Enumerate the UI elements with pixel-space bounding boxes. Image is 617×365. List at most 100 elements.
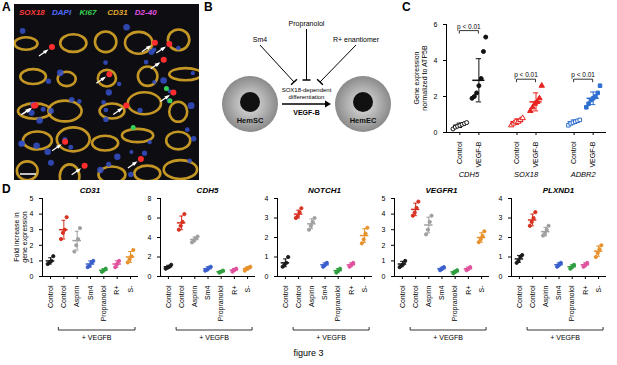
svg-text:2: 2 xyxy=(148,253,152,260)
svg-text:4: 4 xyxy=(382,210,386,217)
svg-text:4: 4 xyxy=(265,195,269,202)
svg-text:2: 2 xyxy=(434,93,438,100)
svg-text:4: 4 xyxy=(499,195,503,202)
svg-text:R+: R+ xyxy=(582,286,589,295)
svg-text:2: 2 xyxy=(30,242,34,249)
svg-text:R+: R+ xyxy=(348,286,355,295)
svg-text:PLXND1: PLXND1 xyxy=(543,186,575,195)
svg-text:Propranolol: Propranolol xyxy=(217,285,225,321)
svg-text:Aspirin: Aspirin xyxy=(425,285,433,307)
svg-text:+ VEGFB: + VEGFB xyxy=(199,334,229,341)
svg-text:4: 4 xyxy=(434,57,438,64)
svg-text:S-: S- xyxy=(595,285,602,293)
svg-text:Gene expression: Gene expression xyxy=(413,51,421,104)
svg-text:VEGF-B: VEGF-B xyxy=(293,109,319,116)
svg-text:SOX18: SOX18 xyxy=(514,170,539,179)
svg-text:gene expression: gene expression xyxy=(21,211,29,262)
svg-text:0: 0 xyxy=(382,273,386,280)
svg-text:+ VEGFB: + VEGFB xyxy=(82,334,112,341)
svg-text:3: 3 xyxy=(30,226,34,233)
svg-text:0: 0 xyxy=(265,273,269,280)
svg-text:1: 1 xyxy=(265,253,269,260)
svg-text:Propranolol: Propranolol xyxy=(289,20,325,28)
svg-text:Control: Control xyxy=(60,285,67,308)
svg-text:Control: Control xyxy=(47,285,54,308)
svg-text:SOX18: SOX18 xyxy=(19,8,45,17)
svg-text:CD31: CD31 xyxy=(107,8,128,17)
svg-text:ADBR2: ADBR2 xyxy=(570,170,597,179)
svg-text:Control: Control xyxy=(295,285,302,308)
svg-text:VEGFR1: VEGFR1 xyxy=(425,186,458,195)
svg-text:S-: S- xyxy=(478,285,485,293)
svg-text:S-: S- xyxy=(127,285,134,293)
svg-text:VEGF-B: VEGF-B xyxy=(532,141,539,167)
svg-text:normalized to ATP5B: normalized to ATP5B xyxy=(421,45,428,111)
svg-text:1: 1 xyxy=(30,257,34,264)
svg-text:5: 5 xyxy=(30,195,34,202)
svg-text:2: 2 xyxy=(499,234,503,241)
svg-text:Propranolol: Propranolol xyxy=(568,285,576,321)
svg-text:Sm4: Sm4 xyxy=(438,285,445,300)
svg-text:Control: Control xyxy=(516,285,523,308)
svg-text:Control: Control xyxy=(456,141,463,164)
svg-text:Control: Control xyxy=(399,285,406,308)
svg-text:+ VEGFB: + VEGFB xyxy=(316,334,346,341)
svg-text:Aspirin: Aspirin xyxy=(191,285,199,307)
svg-text:R+: R+ xyxy=(465,286,472,295)
svg-text:differentiation: differentiation xyxy=(289,94,325,100)
svg-text:Sm4: Sm4 xyxy=(321,285,328,300)
svg-text:0: 0 xyxy=(499,273,503,280)
svg-text:0: 0 xyxy=(434,129,438,136)
svg-text:p < 0.01: p < 0.01 xyxy=(571,71,595,79)
svg-text:Control: Control xyxy=(412,285,419,308)
svg-text:Fold increase in: Fold increase in xyxy=(13,212,20,262)
svg-text:HemEC: HemEC xyxy=(350,116,377,125)
svg-text:0: 0 xyxy=(148,273,152,280)
svg-text:8: 8 xyxy=(148,195,152,202)
svg-text:+ VEGFB: + VEGFB xyxy=(433,334,463,341)
svg-text:R+: R+ xyxy=(113,286,120,295)
svg-text:Control: Control xyxy=(282,285,289,308)
svg-text:Sm4: Sm4 xyxy=(253,36,268,43)
svg-text:Propranolol: Propranolol xyxy=(334,285,342,321)
svg-text:3: 3 xyxy=(499,214,503,221)
svg-text:R+: R+ xyxy=(231,286,238,295)
svg-text:S-: S- xyxy=(244,285,251,293)
svg-text:Aspirin: Aspirin xyxy=(308,285,316,307)
svg-text:S-: S- xyxy=(361,285,368,293)
svg-text:0: 0 xyxy=(30,273,34,280)
svg-text:6: 6 xyxy=(148,214,152,221)
svg-text:Control: Control xyxy=(178,285,185,308)
svg-text:1: 1 xyxy=(499,253,503,260)
svg-text:CD31: CD31 xyxy=(80,186,101,195)
svg-text:Control: Control xyxy=(570,141,577,164)
svg-text:D2-40: D2-40 xyxy=(135,8,157,17)
svg-text:2: 2 xyxy=(265,234,269,241)
svg-text:Ki67: Ki67 xyxy=(80,8,97,17)
svg-text:6: 6 xyxy=(434,21,438,28)
svg-text:VEGF-B: VEGF-B xyxy=(475,141,482,167)
svg-text:2: 2 xyxy=(382,242,386,249)
svg-text:Propranolol: Propranolol xyxy=(451,285,459,321)
svg-text:p < 0.01: p < 0.01 xyxy=(514,71,538,79)
svg-text:1: 1 xyxy=(382,257,386,264)
svg-text:3: 3 xyxy=(265,214,269,221)
svg-text:Control: Control xyxy=(529,285,536,308)
svg-text:Sm4: Sm4 xyxy=(87,285,94,300)
svg-text:NOTCH1: NOTCH1 xyxy=(308,186,341,195)
svg-text:CDH5: CDH5 xyxy=(197,186,219,195)
svg-text:VEGF-B: VEGF-B xyxy=(589,141,596,167)
svg-text:DAPI: DAPI xyxy=(52,8,72,17)
svg-text:+ VEGFB: + VEGFB xyxy=(550,334,580,341)
svg-text:R+ enantiomer: R+ enantiomer xyxy=(333,36,380,43)
svg-text:Sm4: Sm4 xyxy=(204,285,211,300)
svg-text:3: 3 xyxy=(382,226,386,233)
svg-text:5: 5 xyxy=(382,195,386,202)
svg-text:SOX18-dependent: SOX18-dependent xyxy=(282,87,332,93)
svg-text:HemSC: HemSC xyxy=(237,116,264,125)
svg-text:Propranolol: Propranolol xyxy=(100,285,108,321)
svg-text:p < 0.01: p < 0.01 xyxy=(457,23,481,31)
svg-text:CDH5: CDH5 xyxy=(459,170,480,179)
svg-text:Aspirin: Aspirin xyxy=(542,285,550,307)
svg-text:Control: Control xyxy=(165,285,172,308)
